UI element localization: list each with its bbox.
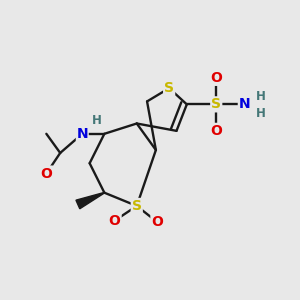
Text: O: O <box>210 124 222 138</box>
Text: H: H <box>92 114 101 127</box>
Text: O: O <box>210 71 222 85</box>
Text: H: H <box>256 91 266 103</box>
Text: H: H <box>256 107 266 120</box>
Text: N: N <box>238 98 250 111</box>
Text: S: S <box>211 98 221 111</box>
Text: O: O <box>109 214 121 228</box>
Text: O: O <box>40 167 52 181</box>
Text: S: S <box>164 81 174 95</box>
Text: O: O <box>152 215 163 229</box>
Text: N: N <box>76 127 88 141</box>
Text: S: S <box>132 199 142 213</box>
Polygon shape <box>76 192 104 209</box>
